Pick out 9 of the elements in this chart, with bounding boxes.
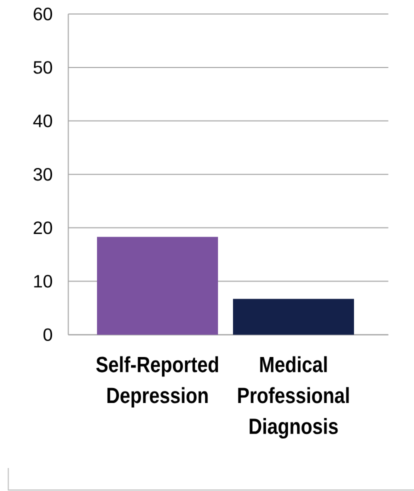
y-tick-label: 60: [34, 8, 52, 20]
y-tick-label: 30: [34, 168, 52, 181]
y-tick-label: 20: [34, 221, 52, 234]
y-tick-label: 50: [34, 61, 52, 74]
y-tick-label: 0: [44, 328, 52, 342]
x-tick-label: Self-Reported Depression: [96, 356, 218, 408]
y-tick-label: 40: [33, 114, 52, 128]
x-tick-label: Medical Professional Diagnosis: [238, 356, 349, 439]
y-tick-label: 10: [34, 274, 52, 288]
